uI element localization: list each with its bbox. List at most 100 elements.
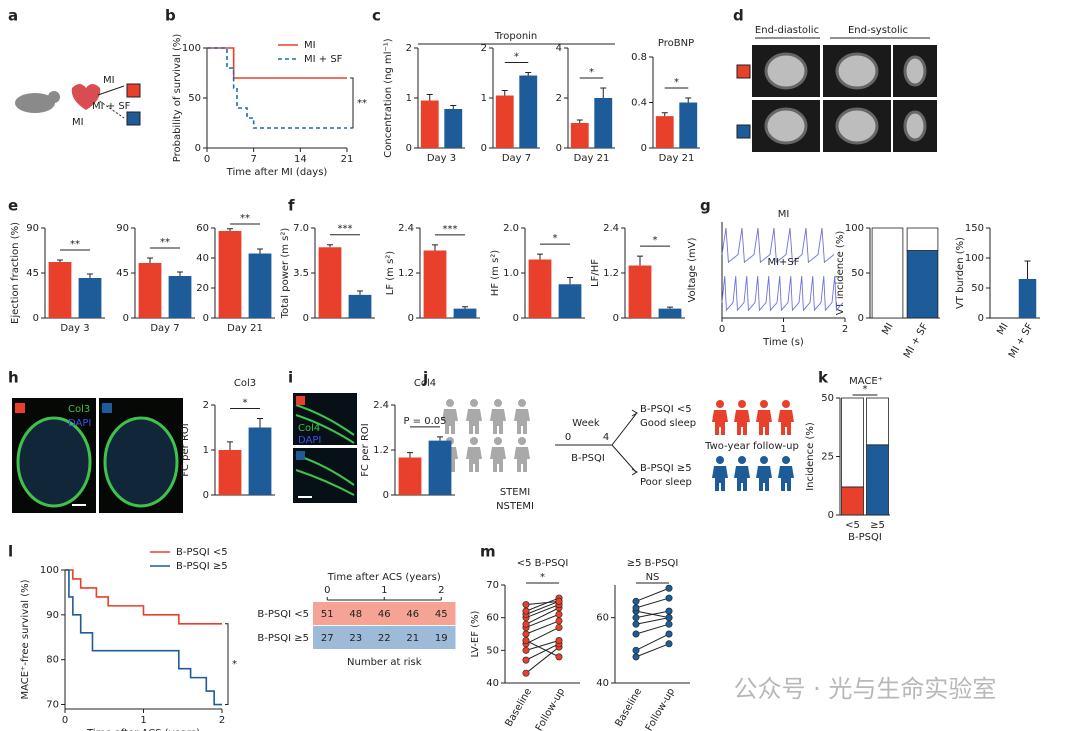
timepoint: 0 [565, 432, 571, 443]
pair-line [525, 600, 560, 615]
annotation: * [243, 398, 248, 409]
tissue [103, 416, 179, 508]
group-desc: Poor sleep [640, 477, 692, 488]
bar [558, 284, 582, 318]
person-icon [712, 466, 728, 491]
y-axis-label: Incidence (%) [805, 422, 816, 491]
group-swatch [296, 396, 305, 405]
x-tick-label: 1 [140, 715, 146, 726]
group-swatch [15, 403, 25, 413]
legend-label: B-PSQI <5 [176, 547, 228, 558]
x-tick-label: Day 21 [574, 153, 610, 164]
y-axis-label: VT incidence (%) [835, 231, 846, 316]
annotation: * [232, 659, 237, 670]
point [522, 607, 530, 615]
error-bar [227, 228, 233, 231]
y-tick-label: 50 [971, 283, 984, 294]
y-axis-label: FC per ROI [180, 423, 191, 476]
pair-line [635, 633, 670, 651]
x-tick-label: 1 [780, 324, 786, 335]
x-tick-label: ≥5 [870, 520, 885, 531]
y-tick-label: 100 [845, 223, 864, 234]
row-label: B-PSQI ≥5 [257, 633, 309, 644]
ventricle [903, 110, 927, 142]
mouse [15, 93, 55, 113]
bar [428, 440, 452, 495]
pair-line [525, 607, 560, 625]
x-tick-label: Follow-up [534, 687, 567, 731]
point [522, 646, 530, 654]
y-tick-label: 7.0 [293, 223, 309, 234]
point [522, 637, 530, 645]
pair-line [525, 640, 560, 658]
group-label: B-PSQI <5 [640, 404, 692, 415]
panel-letter: h [8, 369, 19, 387]
person-icon [760, 400, 768, 408]
person-icon [760, 456, 768, 464]
survival-line [207, 47, 347, 129]
y-tick-label: 0 [481, 143, 487, 154]
person-icon [518, 399, 526, 407]
annotation: P = 0.05 [403, 416, 446, 427]
ventricle [764, 107, 808, 145]
y-tick-label: 70 [46, 700, 59, 711]
y-tick-label: 0 [828, 510, 834, 521]
y-tick-label: 0 [556, 143, 562, 154]
bar [528, 259, 552, 318]
y-axis-label: LF (m s²) [385, 251, 396, 296]
table-cell: 51 [321, 609, 334, 620]
point [632, 646, 640, 654]
group-swatch [736, 124, 751, 139]
point [632, 620, 640, 628]
group-desc: Good sleep [640, 418, 696, 429]
chart: 0 1.2 2.4 LF (m s²) *** [385, 223, 480, 324]
group-swatch [736, 64, 751, 79]
error-bar [525, 72, 532, 76]
person-icon [490, 447, 506, 472]
person-icon [782, 456, 790, 464]
legend-label: B-PSQI ≥5 [176, 561, 228, 572]
stain-label: DAPI [298, 435, 321, 446]
mouse [48, 91, 60, 103]
chart: 0 50 100 0 7 14 21 Probability of survival (%) T… [172, 34, 367, 178]
annotation: * [653, 235, 658, 246]
bar [398, 457, 422, 495]
row-label: B-PSQI <5 [257, 609, 309, 620]
chart: 0 1 2 Concentration (ng ml⁻¹) Troponin Day 3 [383, 31, 615, 164]
ventricle [764, 52, 808, 90]
y-tick-label: 2 [203, 400, 209, 411]
chart: 0 20 40 60 Day 21 ** [196, 213, 275, 334]
person-icon [514, 409, 530, 434]
error-bar [87, 273, 93, 278]
y-tick-label: 50 [821, 393, 834, 404]
significance-bracket [350, 77, 354, 129]
group-swatch [102, 403, 112, 413]
y-tick-label: 2.0 [503, 223, 519, 234]
annotation: * [553, 233, 558, 244]
y-tick-label: 20 [196, 283, 209, 294]
fibers [295, 404, 355, 496]
stain-label: Col4 [298, 423, 320, 434]
trace-label: MI+SF [767, 257, 799, 268]
bar [570, 123, 589, 148]
person-icon [470, 399, 478, 407]
point [555, 623, 563, 631]
timepoint: 4 [603, 432, 609, 443]
panel-letter: m [480, 543, 496, 561]
y-tick-label: 2 [556, 93, 562, 104]
pair-line [635, 617, 670, 625]
panel-letter: j [422, 369, 428, 387]
person-icon [734, 410, 750, 435]
bar-segment [871, 227, 904, 319]
error-bar [1024, 260, 1031, 279]
person-icon [712, 410, 728, 435]
point [555, 597, 563, 605]
person-icon [446, 399, 454, 407]
person-icon [716, 456, 724, 464]
y-tick-label: 0 [978, 313, 984, 324]
person-icon [490, 409, 506, 434]
bar [420, 100, 439, 148]
bar [218, 231, 242, 318]
y-tick-label: 1 [406, 93, 412, 104]
